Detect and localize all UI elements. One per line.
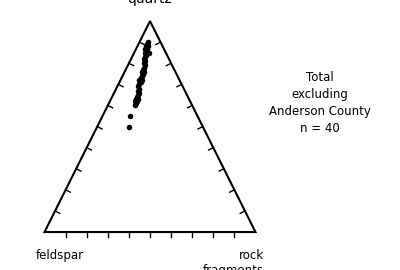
Text: feldspar: feldspar	[36, 249, 84, 262]
Text: rock
fragments: rock fragments	[203, 249, 264, 270]
Text: quartz: quartz	[128, 0, 172, 6]
Text: Total
excluding
Anderson County
n = 40: Total excluding Anderson County n = 40	[269, 70, 371, 135]
